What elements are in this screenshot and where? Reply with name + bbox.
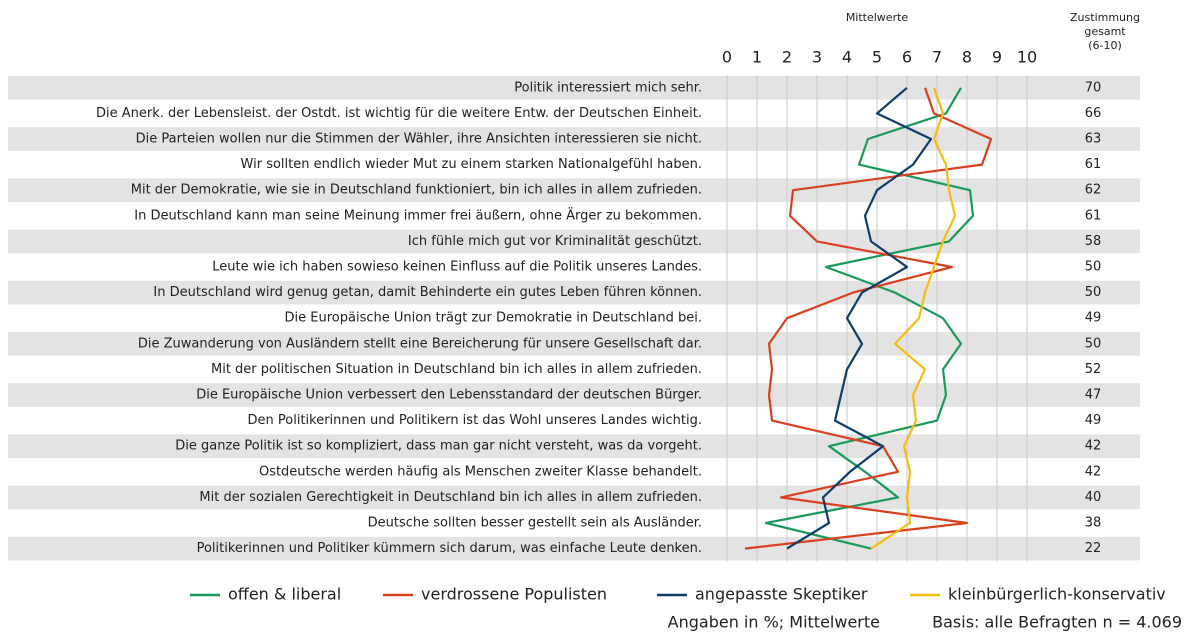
legend-label: verdrossene Populisten	[421, 585, 607, 604]
approval-value: 58	[1085, 234, 1102, 249]
category-label: Mit der Demokratie, wie sie in Deutschla…	[131, 183, 702, 198]
approval-value: 50	[1085, 260, 1102, 275]
category-label: Den Politikerinnen und Politikern ist da…	[248, 413, 703, 428]
approval-header: Zustimmung	[1070, 11, 1140, 24]
x-tick-label: 5	[872, 48, 882, 67]
category-label: Leute wie ich haben sowieso keinen Einfl…	[212, 260, 702, 275]
category-label: Politikerinnen und Politiker kümmern sic…	[197, 541, 702, 556]
category-label: Die Zuwanderung von Ausländern stellt ei…	[138, 336, 702, 351]
footnote: Angaben in %; Mittelwerte	[668, 613, 880, 632]
category-label: Die Parteien wollen nur die Stimmen der …	[136, 132, 702, 147]
chart-title: Mittelwerte	[846, 11, 909, 24]
category-label: Die Europäische Union trägt zur Demokrat…	[285, 311, 702, 326]
category-label: Ostdeutsche werden häufig als Menschen z…	[259, 464, 702, 479]
series-line	[764, 87, 975, 550]
approval-value: 70	[1085, 80, 1102, 95]
category-label: Die ganze Politik ist so kompliziert, da…	[175, 439, 702, 454]
approval-value: 42	[1085, 464, 1102, 479]
approval-header: gesamt	[1084, 25, 1126, 38]
approval-value: 47	[1085, 388, 1102, 403]
approval-value: 49	[1085, 413, 1102, 428]
row-band	[8, 76, 1140, 100]
approval-value: 42	[1085, 439, 1102, 454]
approval-value: 62	[1085, 183, 1102, 198]
approval-value: 40	[1085, 490, 1102, 505]
approval-value: 49	[1085, 311, 1102, 326]
approval-value: 50	[1085, 336, 1102, 351]
category-label: Die Anerk. der Lebensleist. der Ostdt. i…	[96, 106, 702, 121]
legend-label: kleinbürgerlich-konservativ	[948, 585, 1166, 604]
row-band	[8, 229, 1140, 254]
series-line	[744, 87, 993, 550]
x-tick-label: 9	[992, 48, 1002, 67]
category-label: In Deutschland wird genug getan, damit B…	[153, 285, 702, 300]
x-tick-label: 10	[1017, 48, 1037, 67]
x-tick-label: 8	[962, 48, 972, 67]
footnote: Basis: alle Befragten n = 4.069	[932, 613, 1182, 632]
category-label: Deutsche sollten besser gestellt sein al…	[368, 516, 702, 531]
approval-value: 66	[1085, 106, 1102, 121]
row-band	[8, 536, 1140, 561]
legend-label: offen & liberal	[228, 585, 341, 604]
category-label: Mit der sozialen Gerechtigkeit in Deutsc…	[199, 490, 702, 505]
approval-value: 50	[1085, 285, 1102, 300]
category-label: Politik interessiert mich sehr.	[514, 80, 702, 95]
category-label: In Deutschland kann man seine Meinung im…	[134, 207, 702, 223]
category-label: Die Europäische Union verbessert den Leb…	[196, 388, 702, 403]
approval-header: (6-10)	[1088, 39, 1122, 52]
row-band	[8, 127, 1140, 151]
x-tick-label: 6	[902, 48, 912, 67]
row-band	[8, 485, 1140, 510]
series-line	[786, 86, 933, 550]
x-tick-label: 2	[782, 48, 792, 67]
x-tick-label: 0	[722, 48, 732, 67]
approval-value: 61	[1085, 157, 1102, 172]
approval-value: 38	[1085, 516, 1102, 531]
x-tick-label: 1	[752, 48, 762, 67]
approval-value: 61	[1085, 208, 1102, 223]
row-band	[8, 178, 1140, 202]
category-label: Mit der politischen Situation in Deutsch…	[211, 362, 702, 377]
category-label: Wir sollten endlich wieder Mut zu einem …	[241, 157, 702, 172]
category-label: Ich fühle mich gut vor Kriminalität gesc…	[408, 234, 702, 249]
series-line	[870, 87, 957, 550]
row-band	[8, 332, 1140, 356]
approval-value: 22	[1085, 541, 1102, 556]
row-band	[8, 383, 1140, 407]
x-tick-label: 3	[812, 48, 822, 67]
approval-value: 63	[1085, 132, 1102, 147]
x-tick-label: 4	[842, 48, 852, 67]
legend-label: angepasste Skeptiker	[695, 585, 868, 604]
x-tick-label: 7	[932, 48, 942, 67]
row-band	[8, 280, 1140, 305]
approval-value: 52	[1085, 362, 1102, 377]
